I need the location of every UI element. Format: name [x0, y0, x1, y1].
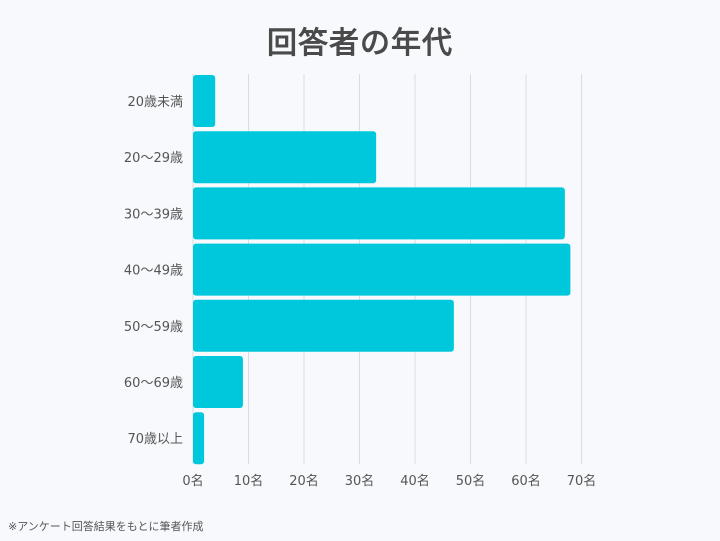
bar	[193, 243, 571, 296]
bars	[193, 75, 571, 465]
chart-title: 回答者の年代	[267, 26, 453, 61]
bar	[193, 131, 377, 184]
category-label: 20〜29歳	[124, 151, 183, 166]
x-tick-label: 40名	[400, 473, 430, 489]
bar	[193, 187, 565, 240]
x-tick-label: 50名	[456, 473, 486, 489]
bar	[193, 356, 243, 408]
x-tick-labels: 0名 10名 20名 30名 40名 50名 60名 70名	[182, 473, 596, 489]
bar	[193, 75, 216, 127]
x-tick-label: 70名	[567, 473, 597, 489]
category-label: 40〜49歳	[124, 264, 183, 279]
x-tick-label: 10名	[234, 473, 264, 489]
category-label: 30〜39歳	[124, 207, 183, 222]
category-label: 20歳未満	[127, 95, 183, 110]
x-tick-label: 30名	[345, 473, 375, 489]
bar	[193, 299, 454, 352]
category-label: 50〜59歳	[124, 320, 183, 335]
bar	[193, 412, 205, 465]
x-tick-label: 0名	[182, 473, 203, 489]
x-tick-label: 20名	[289, 473, 319, 489]
category-label: 60〜69歳	[124, 376, 183, 391]
x-tick-label: 60名	[511, 473, 541, 489]
category-labels: 20歳未満 20〜29歳 30〜39歳 40〜49歳 50〜59歳 60〜69歳 70歳以上	[124, 95, 183, 447]
category-label: 70歳以上	[127, 432, 183, 447]
footnote: ※アンケート回答結果をもとに筆者作成	[8, 520, 204, 533]
